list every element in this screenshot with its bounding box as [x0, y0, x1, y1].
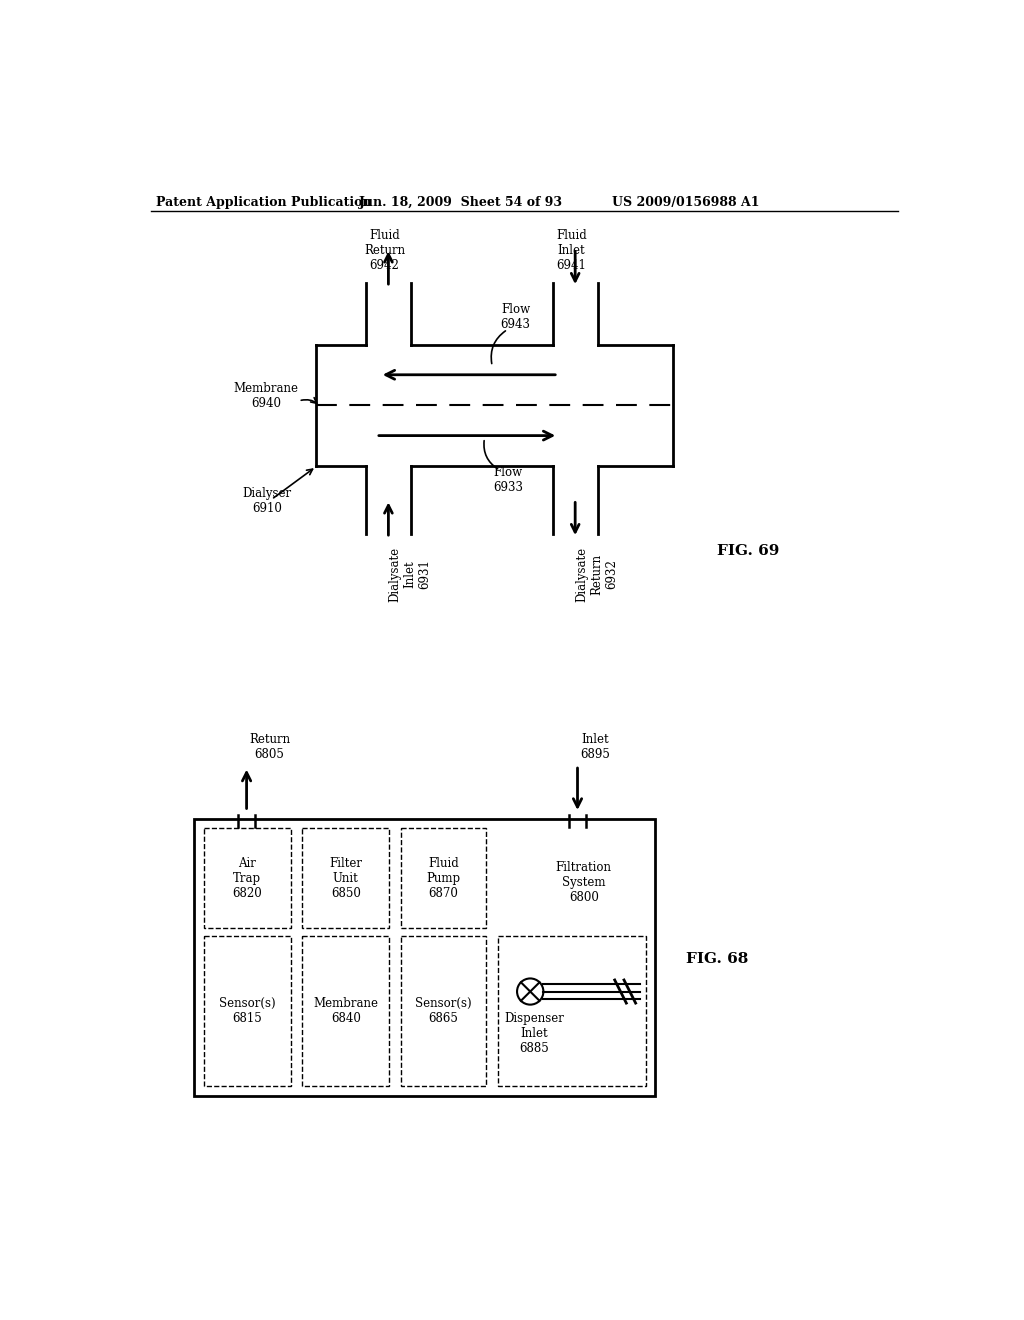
Text: Dialyser
6910: Dialyser 6910 — [243, 487, 292, 515]
Text: Jun. 18, 2009  Sheet 54 of 93: Jun. 18, 2009 Sheet 54 of 93 — [359, 195, 563, 209]
Text: Air
Trap
6820: Air Trap 6820 — [232, 857, 262, 900]
Text: FIG. 69: FIG. 69 — [717, 544, 779, 558]
Text: Membrane
6840: Membrane 6840 — [313, 997, 378, 1026]
Bar — [498, 936, 646, 1086]
Text: Inlet
6895: Inlet 6895 — [580, 734, 609, 762]
Bar — [302, 829, 389, 928]
Text: Dispenser
Inlet
6885: Dispenser Inlet 6885 — [504, 1012, 564, 1056]
Text: Sensor(s)
6865: Sensor(s) 6865 — [415, 997, 472, 1026]
Text: Fluid
Inlet
6941: Fluid Inlet 6941 — [556, 230, 587, 272]
Text: Return
6805: Return 6805 — [249, 734, 290, 762]
Text: Sensor(s)
6815: Sensor(s) 6815 — [219, 997, 275, 1026]
Text: Fluid
Return
6942: Fluid Return 6942 — [364, 230, 406, 272]
Text: Fluid
Pump
6870: Fluid Pump 6870 — [426, 857, 461, 900]
Text: Filter
Unit
6850: Filter Unit 6850 — [330, 857, 362, 900]
Text: Dialysate
Return
6932: Dialysate Return 6932 — [575, 546, 618, 602]
Bar — [194, 818, 655, 1096]
Bar — [400, 936, 486, 1086]
Bar — [302, 936, 389, 1086]
Text: Dialysate
Inlet
6931: Dialysate Inlet 6931 — [388, 546, 431, 602]
Bar — [204, 936, 291, 1086]
Text: Membrane
6940: Membrane 6940 — [233, 381, 299, 409]
Text: FIG. 68: FIG. 68 — [686, 952, 749, 966]
Text: Filtration
System
6800: Filtration System 6800 — [556, 862, 611, 904]
Text: Flow
6943: Flow 6943 — [501, 304, 530, 331]
Text: Patent Application Publication: Patent Application Publication — [156, 195, 372, 209]
Bar — [204, 829, 291, 928]
Bar — [400, 829, 486, 928]
Text: US 2009/0156988 A1: US 2009/0156988 A1 — [612, 195, 760, 209]
Text: Flow
6933: Flow 6933 — [493, 466, 522, 494]
